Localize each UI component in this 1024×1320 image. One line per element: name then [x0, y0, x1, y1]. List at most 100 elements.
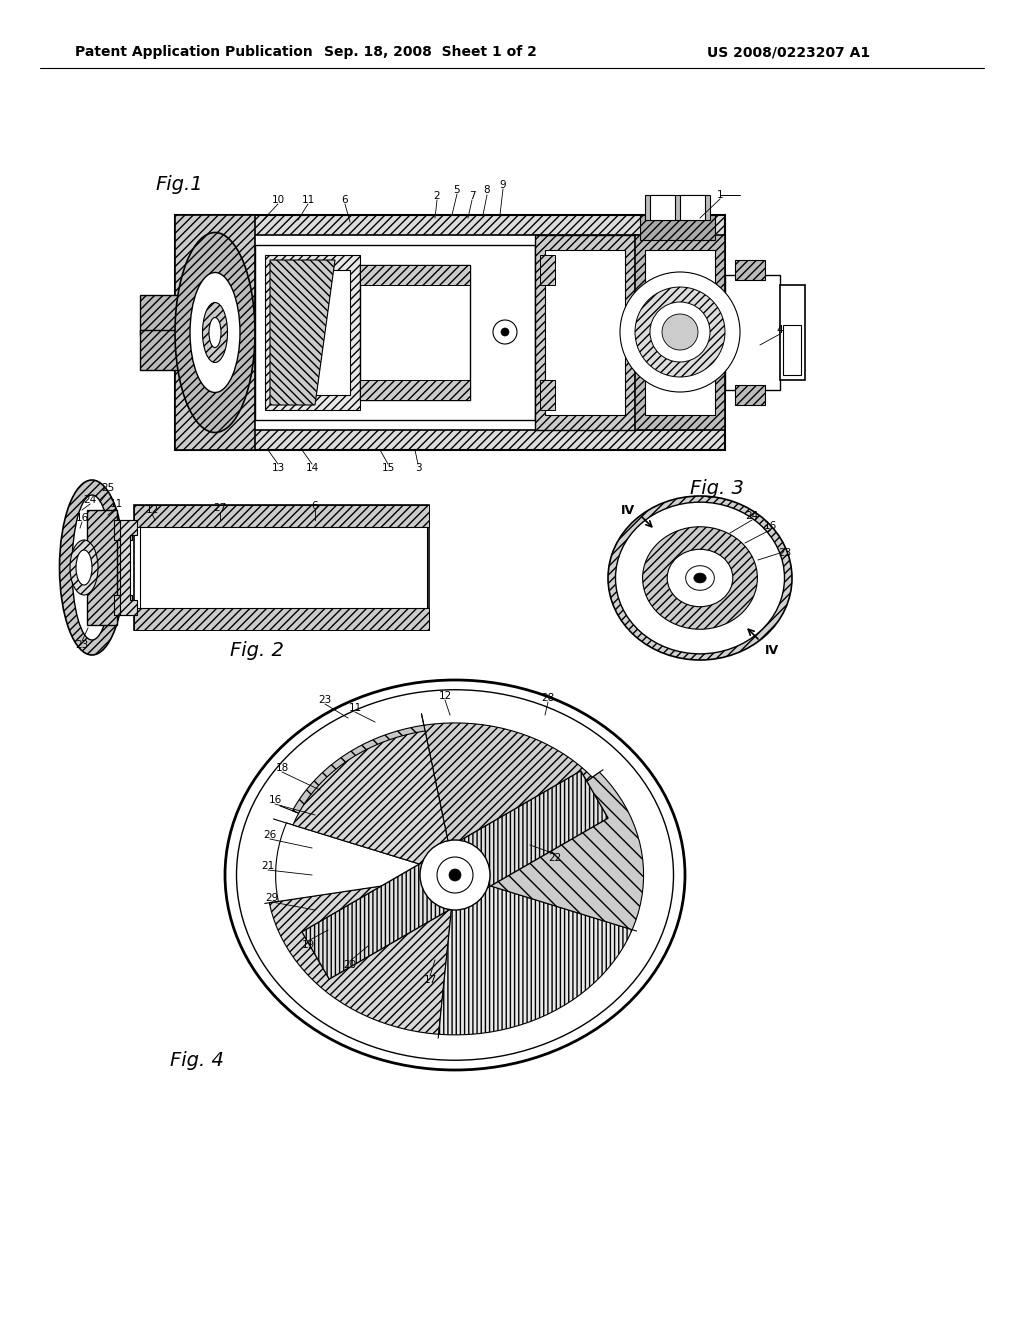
Circle shape [437, 857, 473, 894]
Text: US 2008/0223207 A1: US 2008/0223207 A1 [707, 45, 870, 59]
Polygon shape [275, 822, 455, 902]
Bar [735, 260, 765, 280]
Bar [87, 510, 117, 624]
Text: 12: 12 [145, 506, 159, 515]
Text: 6: 6 [342, 195, 348, 205]
Polygon shape [438, 875, 632, 1035]
Text: 28: 28 [542, 693, 555, 704]
Text: 3: 3 [415, 463, 421, 473]
Bar [650, 195, 675, 220]
Text: 4: 4 [776, 325, 783, 335]
Text: 11: 11 [110, 499, 123, 510]
Text: 9: 9 [500, 180, 506, 190]
Circle shape [662, 314, 698, 350]
Text: 11: 11 [348, 704, 361, 713]
Polygon shape [424, 723, 593, 875]
Circle shape [635, 286, 725, 378]
Text: 22: 22 [549, 853, 561, 863]
Bar [640, 215, 715, 240]
Text: 21: 21 [261, 861, 274, 871]
Text: 23: 23 [318, 696, 332, 705]
Text: 17: 17 [423, 975, 436, 985]
Text: 1: 1 [717, 190, 723, 201]
Bar [175, 215, 255, 450]
Text: 29: 29 [265, 894, 279, 903]
Ellipse shape [59, 480, 125, 655]
Bar [114, 595, 132, 615]
Text: IV: IV [765, 644, 779, 656]
Bar [265, 255, 360, 411]
Text: 24: 24 [83, 495, 96, 506]
Ellipse shape [615, 502, 784, 653]
Bar [540, 380, 555, 411]
Text: 18: 18 [275, 763, 289, 774]
Text: Fig. 4: Fig. 4 [170, 1051, 224, 1069]
Text: 6: 6 [311, 502, 318, 511]
Text: 16: 16 [763, 521, 776, 531]
Bar [134, 506, 429, 527]
Text: 15: 15 [381, 463, 394, 473]
Text: 14: 14 [305, 463, 318, 473]
Ellipse shape [190, 272, 240, 392]
Text: 23: 23 [778, 548, 792, 558]
Text: 2: 2 [434, 191, 440, 201]
Bar [134, 609, 429, 630]
Ellipse shape [237, 690, 674, 1060]
Circle shape [420, 840, 490, 909]
Polygon shape [269, 875, 455, 1035]
Text: Fig.1: Fig.1 [155, 176, 203, 194]
Polygon shape [293, 731, 455, 875]
Bar [360, 265, 470, 400]
Ellipse shape [76, 550, 92, 585]
Bar [195, 235, 705, 430]
Text: 8: 8 [483, 185, 490, 195]
Polygon shape [270, 260, 335, 405]
Bar [783, 325, 801, 375]
Bar [140, 527, 427, 609]
Text: 26: 26 [263, 830, 276, 840]
Circle shape [620, 272, 740, 392]
Ellipse shape [175, 232, 255, 433]
Bar [645, 249, 715, 414]
Ellipse shape [203, 302, 227, 363]
Bar [535, 235, 635, 430]
Ellipse shape [694, 573, 707, 583]
Ellipse shape [72, 495, 112, 640]
Text: 27: 27 [213, 503, 226, 513]
Polygon shape [293, 725, 455, 875]
Bar [735, 385, 765, 405]
Ellipse shape [209, 318, 221, 347]
Text: 16: 16 [76, 513, 89, 523]
Bar [140, 294, 180, 335]
Ellipse shape [70, 540, 98, 595]
Polygon shape [455, 772, 643, 929]
Ellipse shape [608, 496, 792, 660]
Circle shape [501, 327, 509, 337]
Text: 7: 7 [469, 191, 475, 201]
Text: 24: 24 [745, 511, 759, 521]
Ellipse shape [225, 680, 685, 1071]
Bar [134, 506, 429, 630]
Text: 25: 25 [101, 483, 115, 492]
Bar [680, 195, 705, 220]
Bar [114, 520, 132, 540]
Ellipse shape [643, 527, 758, 630]
Bar [540, 255, 555, 285]
Ellipse shape [686, 566, 715, 590]
Bar [275, 271, 350, 395]
Text: Sep. 18, 2008  Sheet 1 of 2: Sep. 18, 2008 Sheet 1 of 2 [324, 45, 537, 59]
Ellipse shape [668, 549, 733, 607]
Text: 12: 12 [438, 690, 452, 701]
Bar [545, 249, 625, 414]
Text: IV: IV [621, 503, 635, 516]
Bar [140, 330, 180, 370]
Circle shape [493, 319, 517, 345]
Bar [255, 246, 535, 420]
Text: 16: 16 [268, 795, 282, 805]
Polygon shape [302, 771, 608, 979]
Text: Fig. 3: Fig. 3 [690, 479, 743, 498]
Text: 13: 13 [271, 463, 285, 473]
Circle shape [650, 302, 710, 362]
Bar [635, 235, 725, 430]
Text: 19: 19 [301, 940, 314, 950]
